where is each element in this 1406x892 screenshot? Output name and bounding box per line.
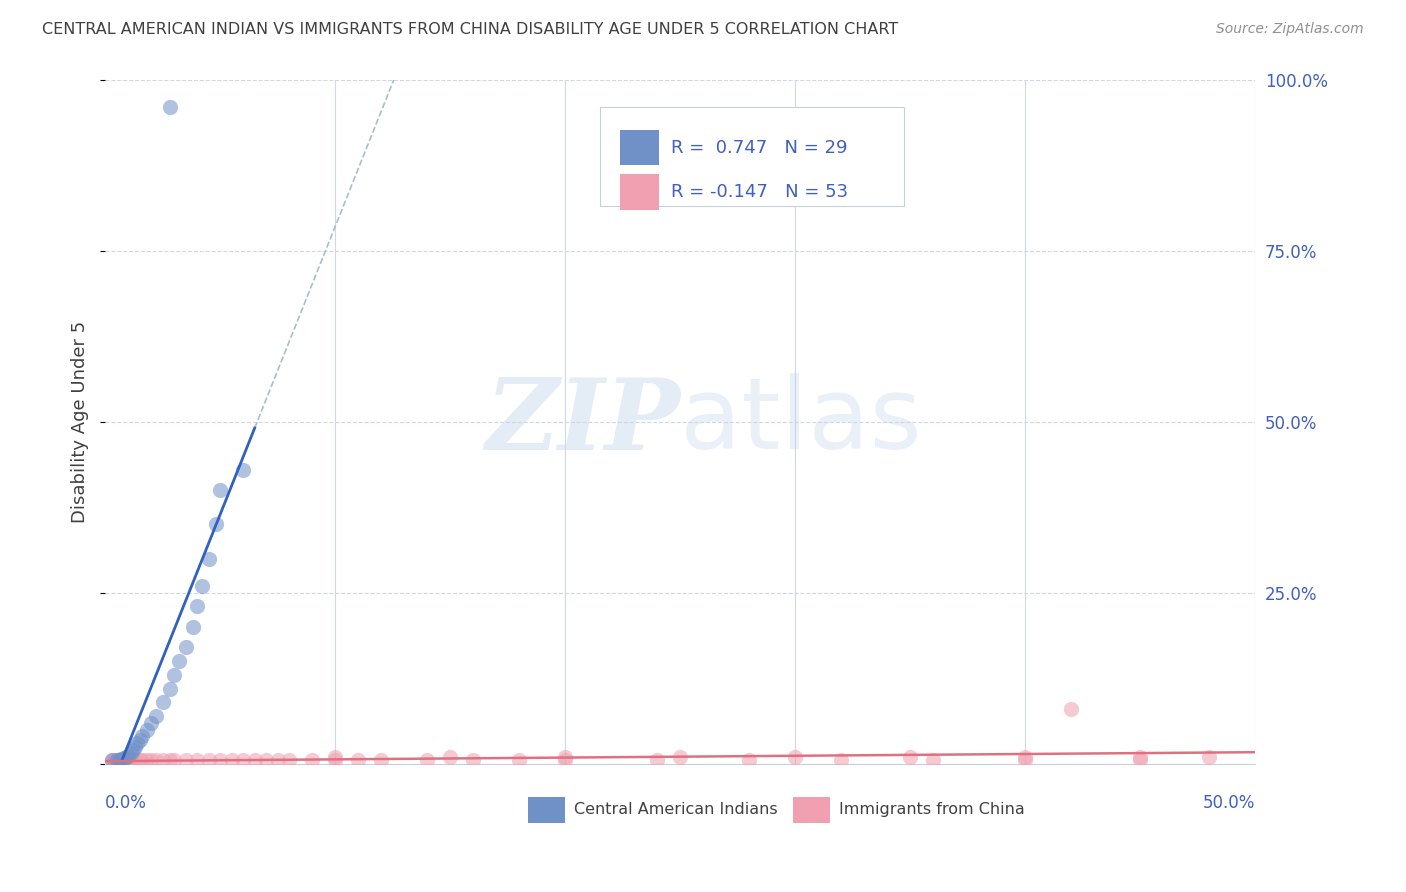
Point bbox=[141, 753, 163, 767]
Point bbox=[120, 753, 142, 767]
Point bbox=[145, 709, 167, 723]
Point bbox=[232, 753, 254, 767]
Point bbox=[101, 753, 124, 767]
Point bbox=[922, 753, 945, 767]
FancyBboxPatch shape bbox=[599, 107, 904, 206]
Point bbox=[112, 753, 135, 767]
Point bbox=[554, 753, 576, 767]
Point bbox=[1129, 750, 1152, 764]
Point bbox=[221, 753, 243, 767]
Point bbox=[108, 753, 131, 767]
Point bbox=[830, 753, 852, 767]
Point bbox=[105, 753, 128, 767]
Point bbox=[186, 753, 208, 767]
Point bbox=[115, 753, 138, 767]
FancyBboxPatch shape bbox=[620, 174, 659, 210]
Point bbox=[124, 739, 146, 754]
Point bbox=[1129, 753, 1152, 767]
Point bbox=[186, 599, 208, 614]
Point bbox=[131, 730, 153, 744]
Point bbox=[145, 753, 167, 767]
Point bbox=[110, 752, 132, 766]
FancyBboxPatch shape bbox=[793, 797, 830, 823]
Point bbox=[135, 723, 157, 737]
Point bbox=[197, 551, 219, 566]
Text: CENTRAL AMERICAN INDIAN VS IMMIGRANTS FROM CHINA DISABILITY AGE UNDER 5 CORRELAT: CENTRAL AMERICAN INDIAN VS IMMIGRANTS FR… bbox=[42, 22, 898, 37]
Point bbox=[128, 732, 150, 747]
Point bbox=[117, 748, 139, 763]
Point bbox=[508, 753, 530, 767]
Text: ZIP: ZIP bbox=[485, 374, 681, 470]
Point bbox=[738, 753, 761, 767]
Text: atlas: atlas bbox=[681, 374, 922, 470]
Point bbox=[645, 753, 668, 767]
Point bbox=[163, 668, 186, 682]
Point bbox=[124, 753, 146, 767]
Point bbox=[209, 483, 232, 498]
Point bbox=[181, 620, 204, 634]
Point bbox=[159, 681, 181, 696]
Point bbox=[1014, 753, 1036, 767]
Point bbox=[112, 751, 135, 765]
Point bbox=[1060, 702, 1083, 716]
Point bbox=[117, 753, 139, 767]
Text: Immigrants from China: Immigrants from China bbox=[839, 803, 1025, 817]
Point bbox=[121, 743, 143, 757]
Point bbox=[416, 753, 439, 767]
Point bbox=[1198, 750, 1220, 764]
Point bbox=[347, 753, 370, 767]
Text: Central American Indians: Central American Indians bbox=[574, 803, 778, 817]
Point bbox=[103, 753, 125, 767]
Point bbox=[323, 750, 346, 764]
Point bbox=[101, 753, 124, 767]
Point bbox=[278, 753, 301, 767]
Text: 0.0%: 0.0% bbox=[105, 795, 148, 813]
Point bbox=[463, 753, 485, 767]
Point bbox=[105, 753, 128, 767]
Point bbox=[554, 750, 576, 764]
Text: R = -0.147   N = 53: R = -0.147 N = 53 bbox=[671, 183, 848, 201]
Y-axis label: Disability Age Under 5: Disability Age Under 5 bbox=[72, 321, 89, 523]
Point bbox=[301, 753, 323, 767]
Point bbox=[243, 753, 266, 767]
Point bbox=[209, 753, 232, 767]
Point bbox=[115, 750, 138, 764]
Point bbox=[254, 753, 277, 767]
Point bbox=[370, 753, 392, 767]
Text: 50.0%: 50.0% bbox=[1202, 795, 1256, 813]
Point bbox=[167, 654, 190, 668]
Point bbox=[204, 517, 226, 532]
Point bbox=[110, 753, 132, 767]
Point bbox=[108, 753, 131, 767]
Point bbox=[174, 640, 197, 655]
Point bbox=[135, 753, 157, 767]
Point bbox=[232, 463, 254, 477]
Point bbox=[191, 579, 214, 593]
Point bbox=[898, 750, 921, 764]
FancyBboxPatch shape bbox=[620, 130, 659, 165]
Point bbox=[121, 753, 143, 767]
Point bbox=[127, 736, 149, 750]
Point bbox=[439, 750, 461, 764]
Text: Source: ZipAtlas.com: Source: ZipAtlas.com bbox=[1216, 22, 1364, 37]
Point bbox=[152, 695, 174, 709]
Point bbox=[163, 753, 186, 767]
FancyBboxPatch shape bbox=[529, 797, 565, 823]
Point bbox=[1014, 750, 1036, 764]
Point bbox=[159, 753, 181, 767]
Point bbox=[266, 753, 288, 767]
Point bbox=[197, 753, 219, 767]
Point bbox=[152, 753, 174, 767]
Point bbox=[669, 750, 692, 764]
Point bbox=[120, 747, 142, 761]
Point bbox=[174, 753, 197, 767]
Point bbox=[323, 753, 346, 767]
Point bbox=[159, 100, 181, 114]
Text: R =  0.747   N = 29: R = 0.747 N = 29 bbox=[671, 138, 848, 157]
Point bbox=[783, 750, 806, 764]
Point bbox=[128, 753, 150, 767]
Point bbox=[131, 753, 153, 767]
Point bbox=[141, 715, 163, 730]
